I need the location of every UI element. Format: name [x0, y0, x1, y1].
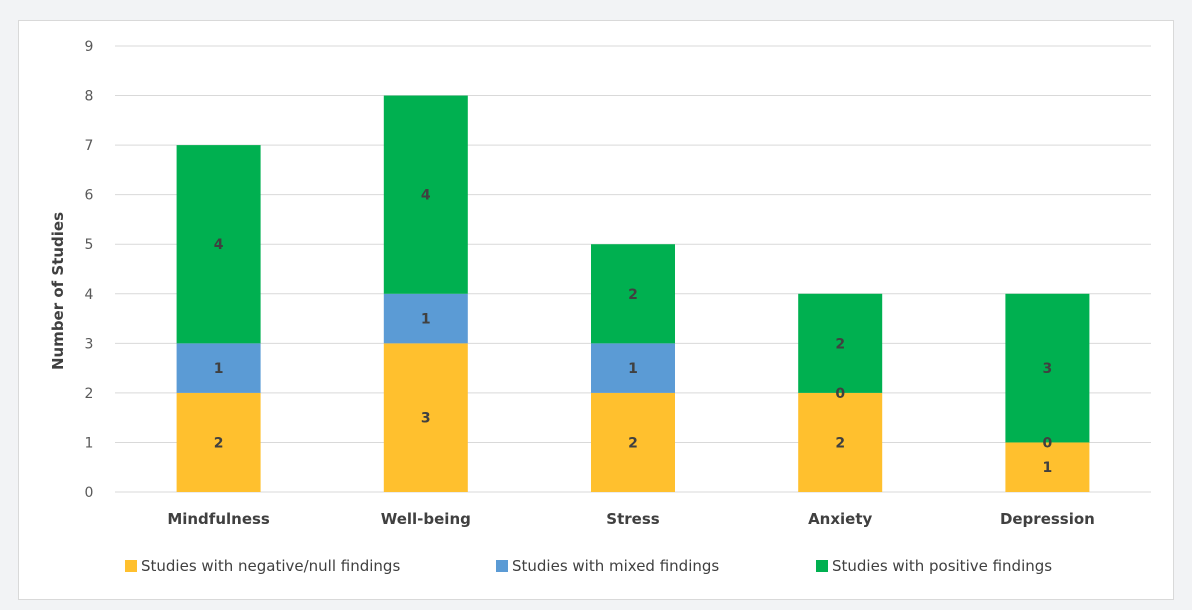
legend-swatch — [816, 560, 828, 572]
bar-segment-stress-0 — [591, 392, 675, 492]
bar-segment-mindfulness-0 — [176, 392, 261, 492]
data-label: 4 — [421, 188, 431, 204]
bar-segment-well-being-0 — [383, 343, 468, 492]
data-label: 1 — [628, 361, 638, 377]
bar-segment-mindfulness-1 — [176, 343, 261, 393]
data-label: 1 — [214, 361, 224, 377]
bar-segment-well-being-1 — [383, 293, 468, 344]
data-label: 1 — [1043, 460, 1053, 476]
data-label: 2 — [214, 435, 224, 451]
data-label: 3 — [421, 411, 431, 427]
data-label: 2 — [628, 287, 638, 303]
stacked-bar-chart: 0 1 2 3 4 5 6 7 8 9 2 1 4 3 1 4 2 1 2 2 0 2 1 0 3 Mindfulness We… — [49, 39, 1151, 575]
bars — [176, 95, 1090, 492]
data-label: 2 — [835, 336, 845, 352]
data-label: 1 — [421, 312, 431, 328]
y-tick-label: 4 — [85, 287, 94, 303]
data-label: 3 — [1043, 361, 1053, 377]
y-tick-label: 7 — [85, 138, 94, 154]
bar-segment-anxiety-2 — [798, 293, 883, 393]
legend-swatch — [496, 560, 508, 572]
x-category-label: Mindfulness — [167, 510, 270, 528]
x-category-label: Well-being — [381, 510, 471, 528]
y-axis-ticks: 0 1 2 3 4 5 6 7 8 9 — [85, 39, 94, 501]
data-label: 2 — [835, 435, 845, 451]
chart-container: 0 1 2 3 4 5 6 7 8 9 2 1 4 3 1 4 2 1 2 2 0 2 1 0 3 Mindfulness We… — [18, 20, 1174, 600]
bar-segment-mindfulness-2 — [176, 145, 261, 344]
data-label: 2 — [628, 435, 638, 451]
y-tick-label: 8 — [85, 89, 94, 105]
bar-segment-stress-2 — [591, 244, 675, 344]
data-labels: 2 1 4 3 1 4 2 1 2 2 0 2 1 0 3 — [214, 188, 1053, 477]
data-label: 4 — [214, 237, 224, 253]
legend-swatch — [125, 560, 137, 572]
y-tick-label: 1 — [85, 435, 94, 451]
legend-label: Studies with negative/null findings — [141, 557, 400, 575]
x-category-label: Depression — [1000, 510, 1095, 528]
y-tick-label: 2 — [85, 386, 94, 402]
legend-label: Studies with mixed findings — [512, 557, 719, 575]
y-tick-label: 5 — [85, 237, 94, 253]
bar-segment-anxiety-0 — [798, 392, 883, 492]
data-label: 0 — [835, 386, 845, 402]
x-category-label: Stress — [606, 510, 659, 528]
y-tick-label: 9 — [85, 39, 94, 55]
x-category-label: Anxiety — [808, 510, 872, 528]
y-tick-label: 6 — [85, 188, 94, 204]
legend: Studies with negative/null findings Studi… — [125, 557, 1052, 575]
y-axis-title: Number of Studies — [49, 212, 67, 370]
bar-segment-well-being-2 — [383, 95, 468, 294]
legend-label: Studies with positive findings — [832, 557, 1052, 575]
bar-segment-depression-2 — [1005, 293, 1090, 443]
y-tick-label: 3 — [85, 336, 94, 352]
y-tick-label: 0 — [85, 485, 94, 501]
bar-segment-stress-1 — [591, 343, 675, 393]
bar-segment-depression-0 — [1005, 442, 1090, 492]
data-label: 0 — [1043, 435, 1053, 451]
x-axis-categories: Mindfulness Well-being Stress Anxiety Depres… — [167, 510, 1095, 528]
